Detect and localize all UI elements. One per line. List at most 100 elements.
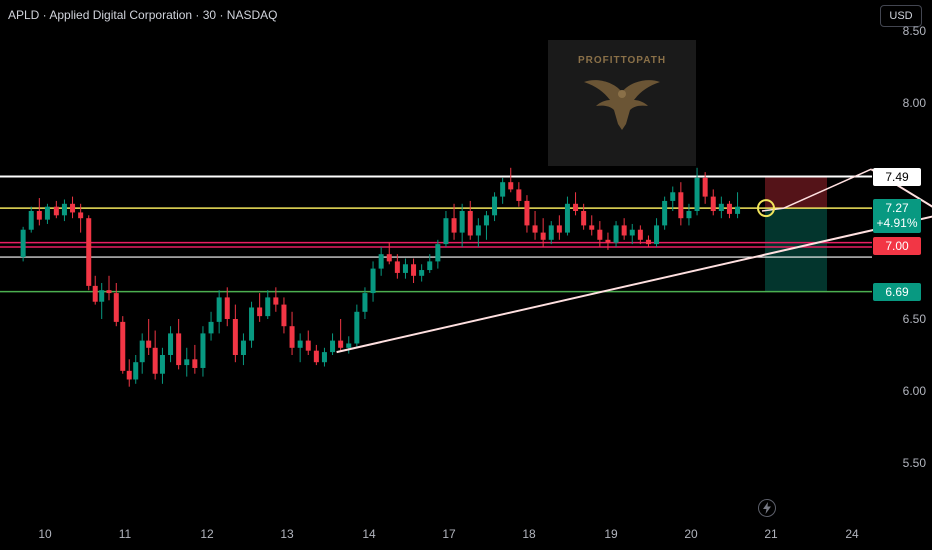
candle-body (726, 203, 732, 214)
candle-body (249, 307, 255, 341)
candle-body (370, 268, 376, 294)
highlight-circle (757, 199, 775, 218)
candle-body (613, 225, 619, 243)
resistance-price-tag: 7.49 (873, 168, 921, 186)
candle-body (133, 362, 139, 380)
candle-body (564, 203, 570, 233)
candle-body (139, 340, 145, 363)
trendline-1 (336, 215, 932, 354)
candle-body (402, 264, 408, 273)
candle-body (20, 229, 26, 258)
candle-body (678, 192, 684, 219)
candle-body (330, 340, 336, 353)
candle-body (28, 211, 34, 230)
candle-body (386, 254, 392, 262)
candle-body (475, 225, 481, 236)
candle-body (524, 200, 530, 226)
last-price-value: 7.27 (885, 201, 909, 215)
eagle-icon (584, 80, 660, 130)
price-tick-6-50: 6.50 (902, 312, 926, 326)
triangle-upper-edge (783, 168, 872, 209)
candle-body (605, 239, 611, 243)
candle-body (702, 177, 708, 197)
candle-body (467, 211, 473, 236)
candle-body (459, 211, 465, 233)
candle-body (200, 333, 206, 368)
candle-body (265, 297, 271, 317)
candle-body (540, 232, 546, 240)
candle-body (378, 254, 384, 269)
candle-body (686, 211, 692, 219)
time-tick-20: 20 (684, 527, 698, 541)
price-tick-6-00: 6.00 (902, 384, 926, 398)
candle-body (53, 206, 59, 216)
candle-body (208, 321, 214, 334)
candle-body (710, 196, 716, 211)
candle-body (313, 350, 319, 363)
candle-body (645, 239, 651, 245)
price-tick-5-50: 5.50 (902, 456, 926, 470)
candle-body (99, 290, 105, 302)
support-price-tag: 7.00 (873, 237, 921, 255)
candle-body (654, 225, 660, 245)
candle-body (176, 333, 182, 366)
time-tick-13: 13 (280, 527, 294, 541)
candle-body (120, 321, 126, 371)
take-profit-zone (765, 208, 827, 292)
candle-body (419, 270, 425, 276)
time-tick-18: 18 (522, 527, 536, 541)
candle-body (257, 307, 263, 317)
time-tick-11: 11 (118, 527, 132, 541)
symbol-title[interactable]: APLD · Applied Digital Corporation · 30 … (8, 8, 278, 22)
candle-body (159, 355, 165, 374)
candle-body (532, 225, 538, 233)
candle-body (556, 225, 562, 233)
watermark-text: PROFITTOPATH (577, 55, 667, 66)
candle-body (443, 218, 449, 245)
candle-body (621, 225, 627, 236)
candle-body (589, 225, 595, 230)
candle-body (305, 340, 311, 351)
candle-body (192, 359, 198, 368)
time-tick-12: 12 (200, 527, 214, 541)
price-tick-8-50: 8.50 (902, 24, 926, 38)
candle-body (694, 177, 700, 211)
candle-body (70, 203, 76, 213)
candle-body (289, 326, 295, 348)
candle-body (735, 206, 741, 214)
candle-body (184, 359, 190, 366)
candle-body (451, 218, 457, 233)
candle-body (321, 352, 327, 363)
candle-body (273, 297, 279, 305)
candle-body (281, 304, 287, 327)
candle-body (61, 203, 67, 216)
time-tick-19: 19 (604, 527, 618, 541)
price-tick-8-00: 8.00 (902, 96, 926, 110)
candle-body (44, 206, 50, 220)
candle-body (597, 229, 603, 240)
time-tick-21: 21 (764, 527, 778, 541)
candle-body (126, 370, 132, 380)
candle-body (92, 285, 98, 302)
candle-body (338, 340, 344, 348)
green-level-price-tag: 6.69 (873, 283, 921, 301)
candle-body (224, 297, 230, 319)
candle-body (146, 340, 152, 348)
candle-body (637, 229, 643, 240)
currency-button[interactable]: USD (880, 5, 922, 27)
candle-body (78, 212, 84, 219)
candle-body (36, 211, 42, 220)
candle-body (662, 200, 668, 226)
flash-icon[interactable] (758, 499, 776, 517)
candle-body (483, 215, 489, 226)
candle-body (508, 182, 514, 190)
candle-body (168, 333, 174, 355)
candle-body (500, 182, 506, 197)
candle-body (548, 225, 554, 240)
candle-body (240, 340, 246, 355)
time-tick-10: 10 (38, 527, 52, 541)
candle-body (232, 319, 238, 355)
candle-body (435, 244, 441, 262)
candle-body (427, 261, 433, 271)
